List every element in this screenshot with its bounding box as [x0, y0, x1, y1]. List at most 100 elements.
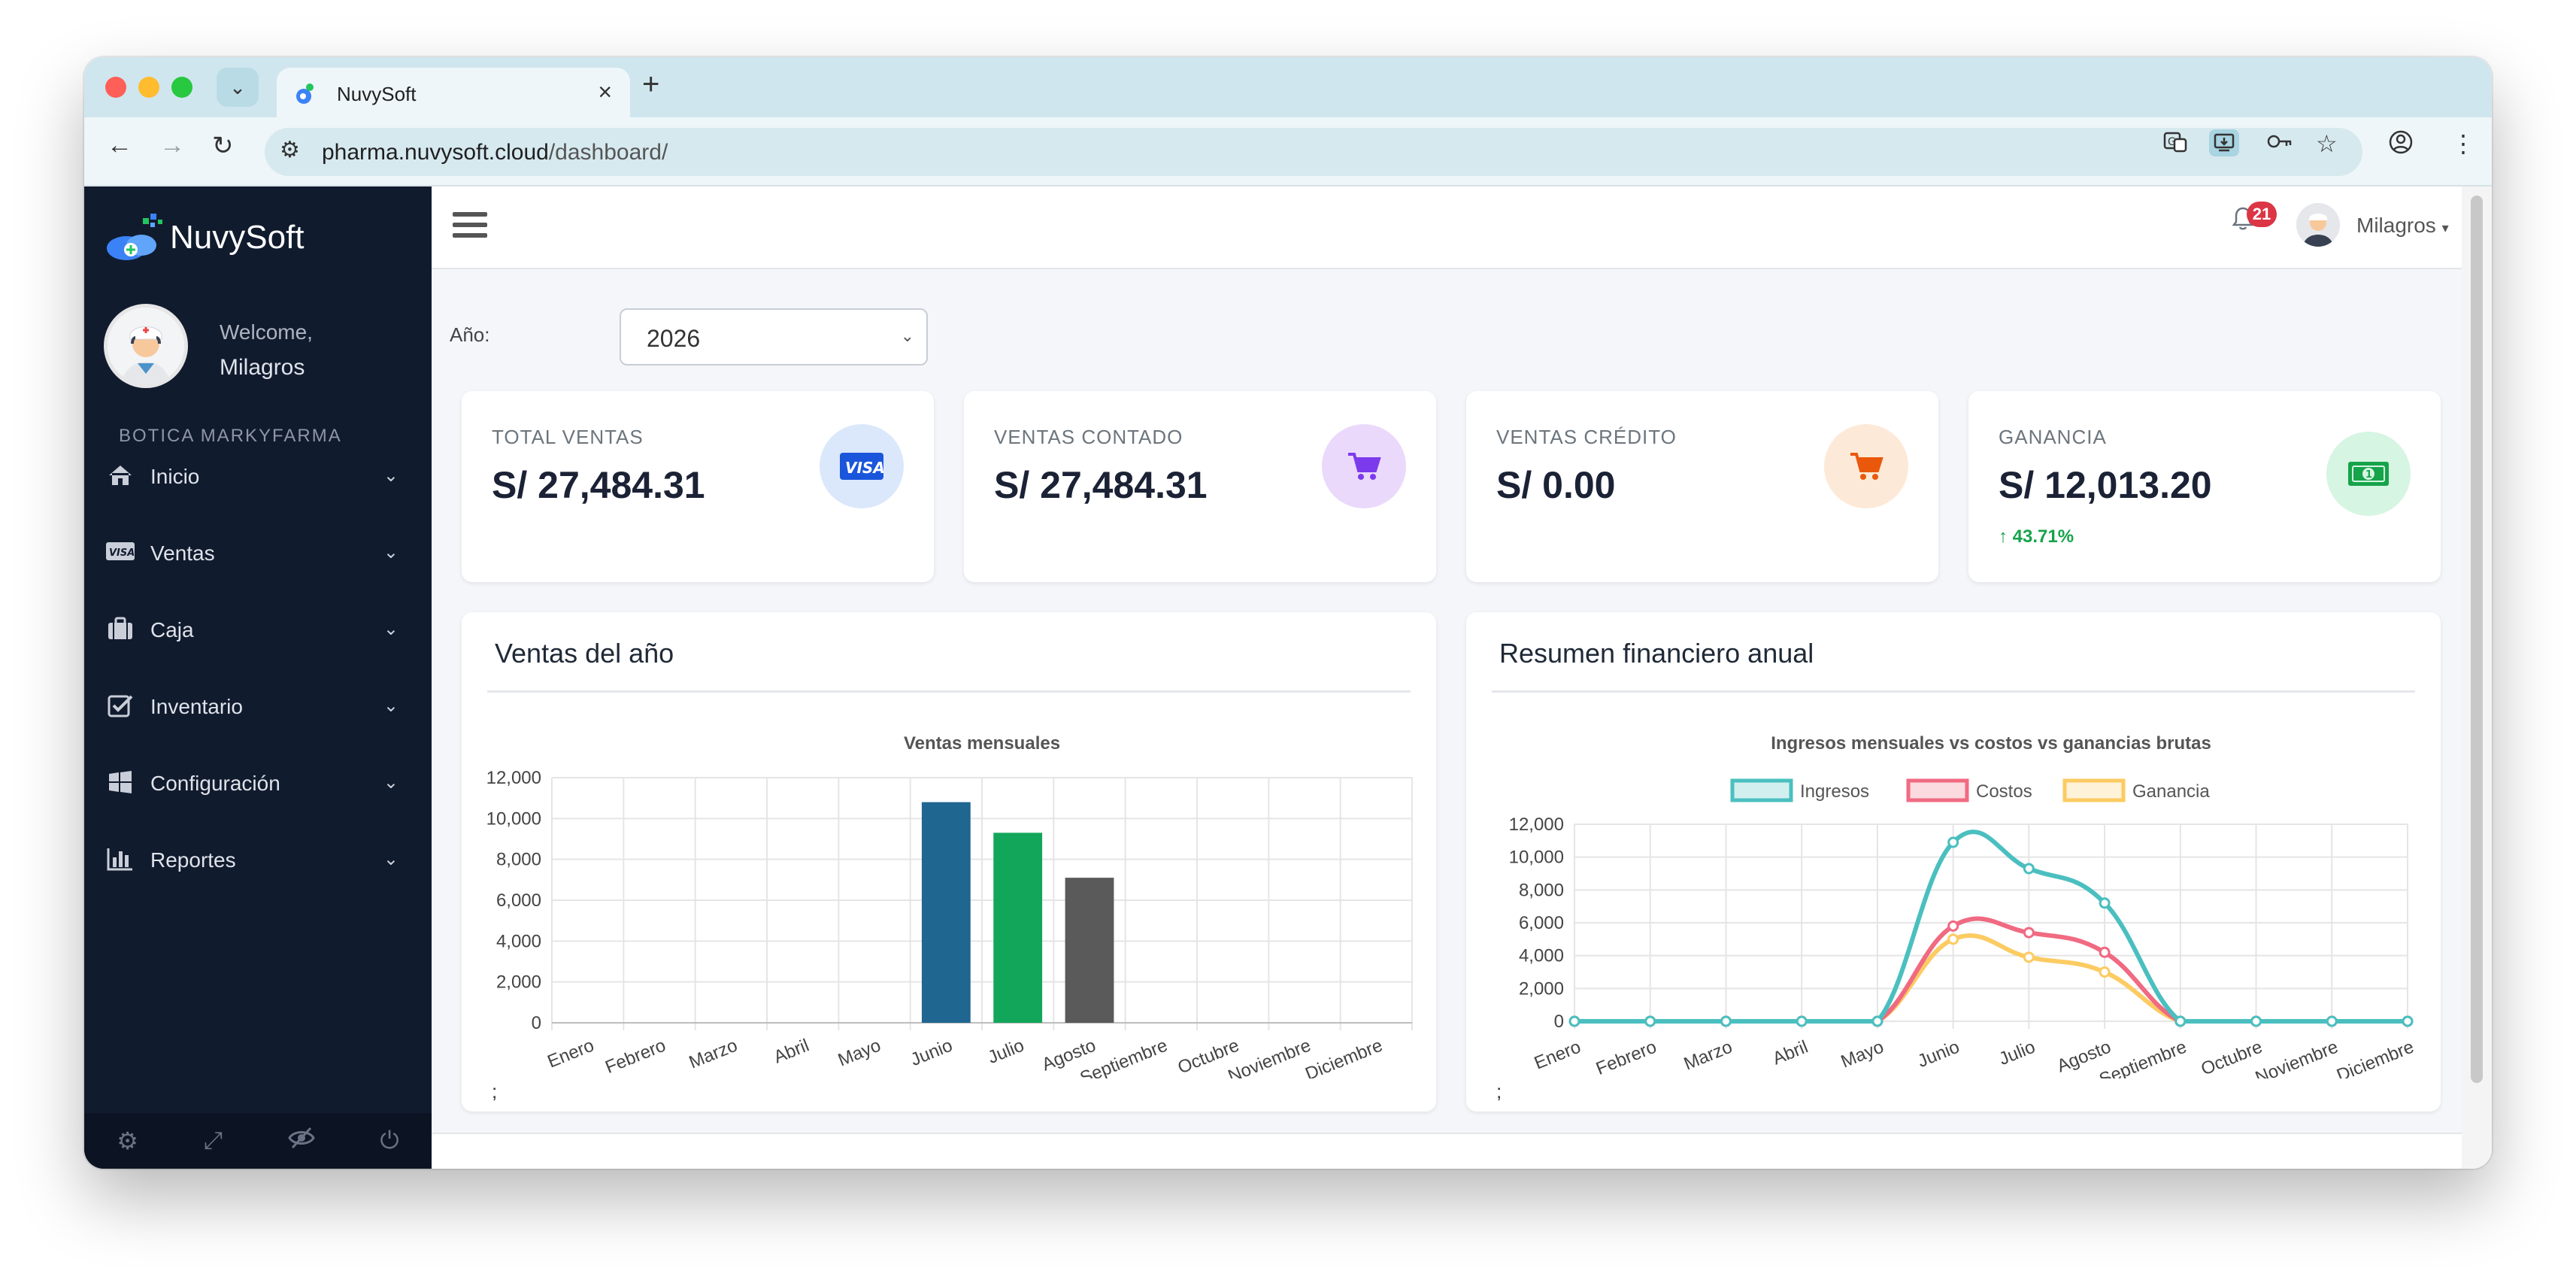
point-ingresos-diciembre	[2402, 1015, 2414, 1027]
x-tick-label: Junio	[908, 1036, 955, 1071]
profile-icon[interactable]	[2388, 129, 2414, 161]
welcome-text: Welcome,	[220, 320, 313, 344]
x-tick-label: Mayo	[835, 1036, 884, 1071]
sidebar-item-inicio[interactable]: Inicio ⌄	[84, 447, 432, 507]
browser-tab[interactable]: NuvySoft ×	[277, 68, 630, 117]
svg-text:1: 1	[2365, 469, 2372, 481]
sidebar-item-label: Configuración	[150, 772, 280, 795]
chevron-down-icon: ⌄	[383, 619, 399, 639]
sidebar: NuvySoft Welcome, Milagros BOTICA MARKYF…	[84, 187, 432, 1169]
brand[interactable]: NuvySoft	[101, 208, 305, 268]
series-line-costos	[1574, 916, 2408, 1024]
new-tab-icon[interactable]: +	[642, 68, 660, 101]
sidebar-item-inventario[interactable]: Inventario ⌄	[84, 677, 432, 737]
tab-search-chevron-icon[interactable]: ⌄	[217, 68, 259, 107]
x-tick-label: Enero	[1532, 1037, 1583, 1074]
divider	[1492, 690, 2415, 693]
bar-chart: Ventas mensuales 0 2,000 4,000 6,000 8,000 10,…	[486, 733, 1413, 1078]
kpi-label: VENTAS CONTADO	[994, 426, 1183, 448]
top-avatar[interactable]	[2296, 203, 2340, 247]
bar-agosto	[1065, 878, 1114, 1023]
bookmark-star-icon[interactable]: ☆	[2316, 130, 2338, 157]
minimize-window-icon[interactable]	[138, 77, 159, 98]
sidebar-item-configuracion[interactable]: Configuración ⌄	[84, 754, 432, 814]
kpi-value: S/ 0.00	[1496, 464, 1616, 506]
point-ganancia-julio	[2023, 951, 2035, 963]
top-navbar: 21 Milagros ▾	[432, 187, 2462, 269]
point-ingresos-octubre	[2250, 1015, 2262, 1027]
user-dropdown[interactable]: Milagros ▾	[2356, 214, 2449, 237]
y-tick-label: 0	[1554, 1012, 1564, 1032]
cart-icon	[1824, 424, 1908, 508]
svg-text:G: G	[2168, 136, 2176, 148]
divider	[487, 690, 1411, 693]
point-ingresos-mayo	[1871, 1015, 1884, 1027]
visa-icon: VISA	[820, 424, 904, 508]
kpi-change: ↑ 43.71%	[1999, 526, 2074, 547]
brand-name: NuvySoft	[170, 219, 305, 256]
nuvysoft-logo-icon	[101, 211, 167, 265]
x-tick-label: Noviembre	[1226, 1036, 1314, 1078]
user-avatar[interactable]	[104, 304, 188, 388]
point-costos-agosto	[2099, 946, 2111, 958]
page-scrollbar[interactable]	[2462, 187, 2492, 1169]
power-icon[interactable]: ⏻	[380, 1127, 399, 1154]
key-icon[interactable]	[2266, 129, 2293, 159]
sidebar-item-caja[interactable]: Caja ⌄	[84, 600, 432, 660]
year-label: Año:	[450, 323, 490, 346]
sidebar-user-name: Milagros	[220, 355, 305, 380]
maximize-window-icon[interactable]	[171, 77, 192, 98]
sidebar-item-ventas[interactable]: VISA Ventas ⌄	[84, 523, 432, 584]
sidebar-footer: ⚙ ⤢ ⏻	[84, 1113, 432, 1169]
point-ingresos-junio	[1947, 836, 1959, 848]
point-ganancia-agosto	[2099, 966, 2111, 978]
forward-icon[interactable]: →	[159, 131, 185, 159]
x-tick-label: Diciembre	[1302, 1036, 1385, 1078]
eye-slash-icon[interactable]	[288, 1127, 315, 1155]
x-tick-label: Abril	[1770, 1037, 1811, 1069]
legend-swatch-costos	[1906, 778, 1969, 802]
legend-swatch-ganancia	[2062, 778, 2126, 802]
chevron-down-icon: ⌄	[383, 696, 399, 716]
point-ingresos-febrero	[1644, 1015, 1656, 1027]
x-tick-label: Marzo	[686, 1036, 741, 1073]
notification-badge: 21	[2247, 202, 2277, 227]
browser-window: ⌄ NuvySoft × + ← → ↻ ⚙ pharma.nuvysoft.c…	[84, 57, 2492, 1169]
card-resumen-financiero: Resumen financiero anual Ingresos mensua…	[1466, 612, 2441, 1112]
translate-icon[interactable]: G	[2162, 129, 2188, 161]
sidebar-item-label: Caja	[150, 618, 194, 642]
x-tick-label: Abril	[771, 1036, 812, 1068]
series-line-ganancia	[1574, 933, 2408, 1024]
y-tick-label: 4,000	[1519, 946, 1564, 966]
install-app-icon[interactable]	[2209, 129, 2239, 162]
kpi-value: S/ 27,484.31	[492, 464, 705, 506]
chevron-down-icon: ⌄	[383, 466, 399, 486]
browser-menu-icon[interactable]: ⋮	[2451, 130, 2475, 157]
settings-gear-icon[interactable]: ⚙	[117, 1127, 138, 1154]
reload-icon[interactable]: ↻	[212, 132, 234, 160]
x-tick-label: Mayo	[1838, 1037, 1887, 1072]
fullscreen-icon[interactable]: ⤢	[203, 1127, 223, 1154]
site-info-icon[interactable]: ⚙	[280, 138, 300, 162]
arrow-up-icon: ↑	[1999, 526, 2008, 547]
close-tab-icon[interactable]: ×	[598, 78, 612, 105]
footer	[432, 1133, 2462, 1169]
kpi-label: GANANCIA	[1999, 426, 2107, 448]
briefcase-icon	[105, 617, 135, 644]
tab-bar: ⌄ NuvySoft × +	[84, 57, 2492, 117]
hamburger-menu-icon[interactable]	[453, 212, 487, 242]
back-icon[interactable]: ←	[107, 131, 132, 159]
scrollbar-thumb[interactable]	[2471, 196, 2483, 1083]
point-ganancia-junio	[1947, 933, 1959, 945]
url-field[interactable]: ⚙ pharma.nuvysoft.cloud/dashboard/	[265, 128, 2362, 176]
year-select[interactable]: 2026 ⌄	[620, 308, 928, 365]
chevron-down-icon: ⌄	[900, 326, 914, 345]
y-tick-label: 8,000	[496, 850, 541, 870]
sidebar-item-label: Inicio	[150, 465, 200, 488]
close-window-icon[interactable]	[105, 77, 126, 98]
year-value: 2026	[647, 325, 701, 352]
url-text: pharma.nuvysoft.cloud/dashboard/	[322, 140, 668, 165]
y-tick-label: 12,000	[486, 768, 541, 788]
sidebar-item-reportes[interactable]: Reportes ⌄	[84, 830, 432, 890]
svg-text:VISA: VISA	[109, 547, 135, 559]
